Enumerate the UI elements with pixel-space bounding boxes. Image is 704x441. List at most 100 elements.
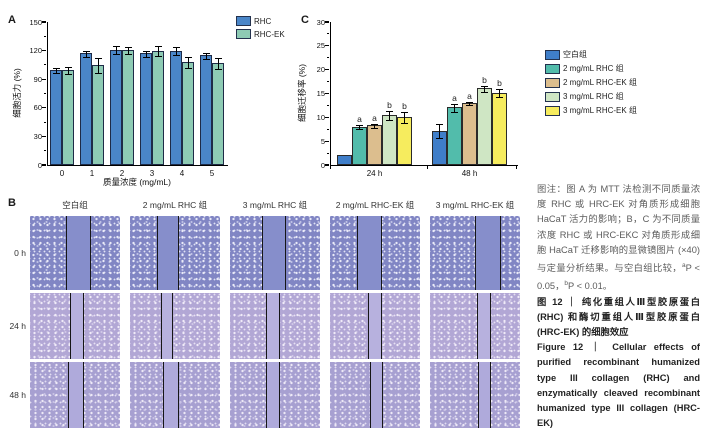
y-tick-label: 5 xyxy=(320,136,325,146)
bar xyxy=(492,92,507,165)
y-tick-label: 90 xyxy=(33,74,42,84)
y-major-tick xyxy=(42,164,46,166)
x-tick-label: 3 xyxy=(149,169,155,178)
y-minor-tick xyxy=(44,150,46,152)
error-bar xyxy=(124,46,132,55)
y-tick-label: 10 xyxy=(316,112,325,122)
panel-c-label: C xyxy=(301,14,309,26)
microscopy-image xyxy=(230,216,320,290)
y-major-tick xyxy=(325,164,329,166)
legend-item: RHC-EK xyxy=(236,29,285,39)
scratch-wound-band xyxy=(157,216,179,290)
x-axis-tick xyxy=(330,166,332,169)
y-tick-label: 0 xyxy=(320,160,325,170)
scratch-wound-band xyxy=(69,293,85,359)
microscopy-image xyxy=(130,216,220,290)
caption-title-en: Figure 12 ｜ Cellular effects of purified… xyxy=(537,342,700,429)
error-bar xyxy=(436,124,443,139)
scratch-wound-band xyxy=(369,362,384,428)
scratch-wound-band xyxy=(476,293,492,359)
bar xyxy=(92,64,104,165)
x-tick-label: 48 h xyxy=(461,169,478,178)
panel-a-label: A xyxy=(8,14,16,26)
scratch-wound-band xyxy=(475,216,502,290)
error-bar xyxy=(184,57,192,69)
significance-letter: b xyxy=(482,74,487,85)
y-minor-tick xyxy=(44,35,46,37)
scratch-wound-band xyxy=(266,362,280,428)
panel-a-plot-frame xyxy=(47,22,228,166)
legend-label: 3 mg/mL RHC-EK 组 xyxy=(563,106,637,115)
scratch-wound-band xyxy=(160,293,174,359)
legend-label: 空白组 xyxy=(563,50,587,59)
figure-caption: 图注：图 A 为 MTT 法检测不同质量浓度 RHC 或 HRC-EK 对角质形… xyxy=(537,182,700,431)
microscopy-image xyxy=(230,293,320,359)
caption-title-zh: 图 12 ｜ 纯化重组人Ⅲ型胶原蛋白 (RHC) 和酶切重组人Ⅲ型胶原蛋白 (H… xyxy=(537,296,700,338)
panel-b-column-header: 空白组 xyxy=(62,200,88,210)
y-major-tick xyxy=(42,107,46,109)
caption-sig-a-text: P < 0.05， xyxy=(537,263,700,292)
x-tick-label: 24 h xyxy=(366,169,383,178)
legend-swatch xyxy=(236,16,251,26)
caption-note-text: 图注：图 A 为 MTT 法检测不同质量浓度 RHC 或 HRC-EK 对角质形… xyxy=(537,184,700,274)
legend-swatch xyxy=(545,77,560,88)
bar xyxy=(200,55,212,165)
microscopy-image xyxy=(30,362,120,428)
microscopy-image xyxy=(430,293,520,359)
panel-c-legend: 空白组 2 mg/mL RHC 组 2 mg/mL RHC-EK 组 3 mg/mL … xyxy=(545,49,637,119)
x-axis-tick xyxy=(516,166,518,169)
bar xyxy=(462,103,477,165)
y-major-tick xyxy=(42,21,46,23)
x-tick-label: 0 xyxy=(59,169,65,178)
legend-item: 3 mg/mL RHC-EK 组 xyxy=(545,105,637,116)
bar xyxy=(80,53,92,165)
legend-label: RHC-EK xyxy=(254,29,285,39)
significance-letter: a xyxy=(452,92,457,103)
y-minor-tick xyxy=(44,64,46,66)
error-bar xyxy=(202,52,210,61)
error-bar xyxy=(481,85,488,93)
microscopy-image xyxy=(30,293,120,359)
error-bar xyxy=(401,112,408,124)
error-bar xyxy=(356,125,363,131)
y-minor-tick xyxy=(44,121,46,123)
microscopy-image xyxy=(430,216,520,290)
y-tick-label: 60 xyxy=(33,103,42,113)
bar xyxy=(447,107,462,165)
caption-note: 图注：图 A 为 MTT 法检测不同质量浓度 RHC 或 HRC-EK 对角质形… xyxy=(537,182,700,295)
microscopy-image xyxy=(330,293,420,359)
microscopy-image xyxy=(230,362,320,428)
panel-b-row-label: 0 h xyxy=(14,248,26,258)
legend-item: RHC xyxy=(236,16,285,26)
panel-b-row-label: 48 h xyxy=(9,390,26,400)
y-major-tick xyxy=(325,116,329,118)
y-minor-tick xyxy=(327,33,329,35)
panel-b-column-header: 2 mg/mL RHC-EK 组 xyxy=(335,200,415,210)
bar xyxy=(382,114,397,165)
y-minor-tick xyxy=(327,152,329,154)
y-major-tick xyxy=(325,92,329,95)
bar xyxy=(170,50,182,165)
bar xyxy=(352,126,367,165)
legend-swatch xyxy=(545,49,560,60)
y-tick-label: 30 xyxy=(316,17,325,27)
microscopy-image xyxy=(130,362,220,428)
microscopy-image xyxy=(330,216,420,290)
error-bar xyxy=(172,46,180,57)
panel-a-x-axis-title: 质量浓度 (mg/mL) xyxy=(102,177,171,187)
error-bar xyxy=(64,66,72,75)
y-minor-tick xyxy=(327,57,329,59)
error-bar xyxy=(214,58,222,70)
bar xyxy=(337,155,352,165)
significance-letter: b xyxy=(387,100,392,111)
error-bar xyxy=(112,45,120,56)
y-major-tick xyxy=(325,140,329,142)
y-minor-tick xyxy=(327,104,329,106)
x-axis-tick xyxy=(427,166,429,169)
bar xyxy=(477,88,492,165)
legend-label: 2 mg/mL RHC 组 xyxy=(563,64,624,73)
y-major-tick xyxy=(42,50,46,52)
bar xyxy=(50,69,62,165)
legend-label: 3 mg/mL RHC 组 xyxy=(563,92,624,101)
y-major-tick xyxy=(325,69,329,71)
